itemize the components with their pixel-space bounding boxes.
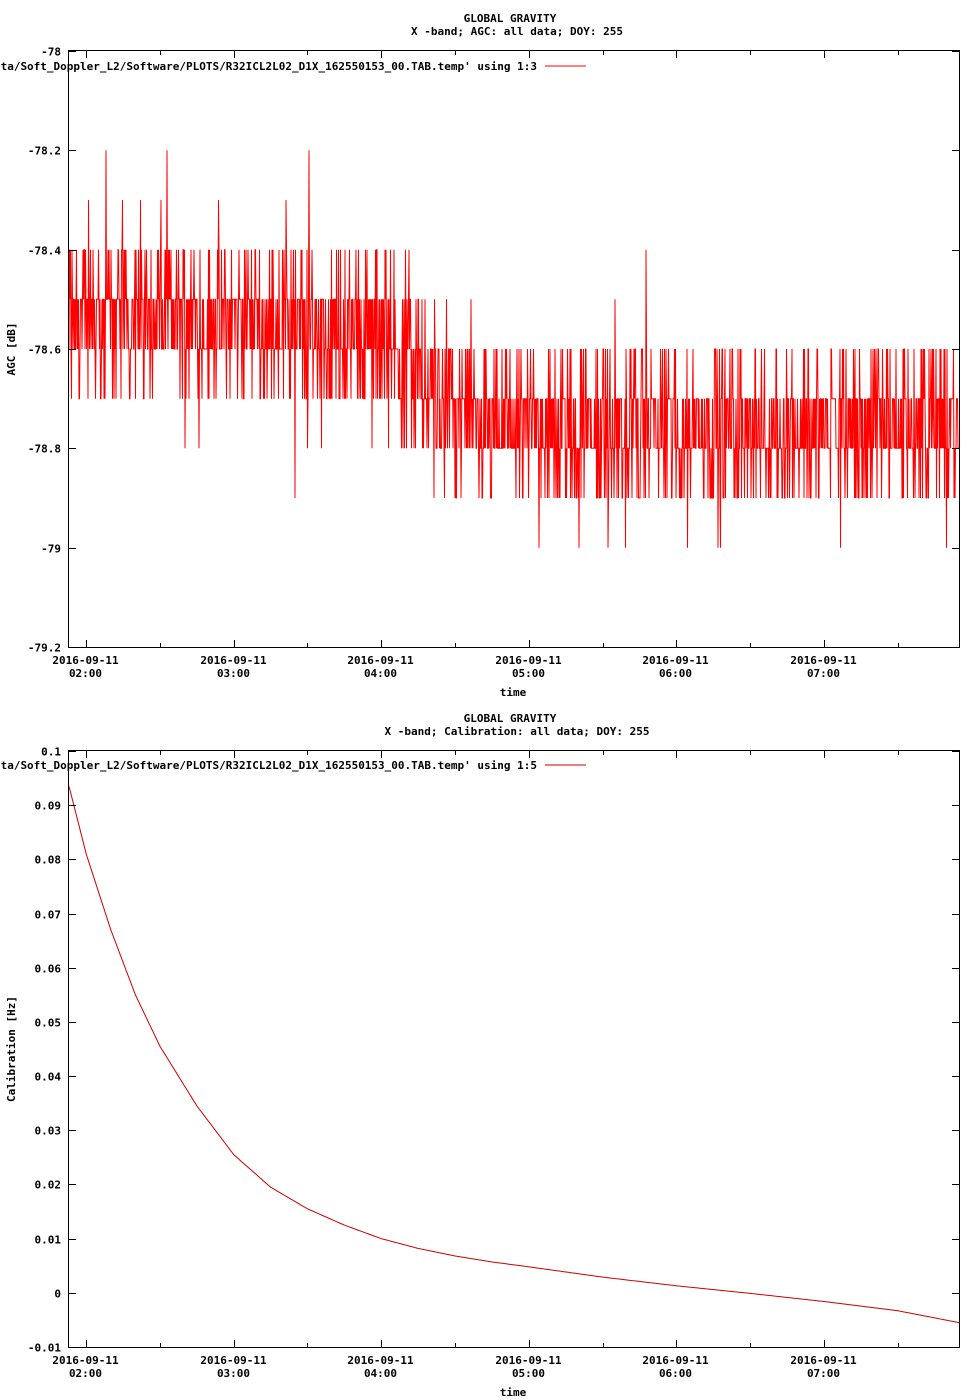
y-tick-label: 0.04 — [35, 1071, 62, 1084]
agc-chart: GLOBAL GRAVITY X -band; AGC: all data; D… — [0, 12, 960, 699]
x-tick-label-date: 2016-09-11 — [347, 1354, 414, 1367]
y-tick-label: -0.01 — [28, 1342, 61, 1355]
legend-label: 'Z:/ddswork/process_data/Soft_Doppler_L2… — [0, 60, 537, 73]
y-tick-label: 0.08 — [35, 854, 62, 867]
x-tick-label-date: 2016-09-11 — [347, 654, 414, 667]
y-tick-label: -78.4 — [28, 245, 61, 258]
x-tick-label-time: 07:00 — [807, 667, 840, 680]
x-tick-label-time: 04:00 — [364, 667, 397, 680]
x-tick-label-time: 03:00 — [217, 667, 250, 680]
y-tick-label: -78.6 — [28, 344, 61, 357]
x-axis-label: time — [500, 1386, 527, 1399]
y-axis-label: Calibration [Hz] — [5, 996, 18, 1102]
y-tick-label: -78.8 — [28, 443, 61, 456]
x-tick-label-time: 05:00 — [512, 667, 545, 680]
x-tick-label-date: 2016-09-11 — [52, 1354, 119, 1367]
x-ticks: 2016-09-1102:002016-09-1103:002016-09-11… — [52, 51, 899, 680]
x-tick-label-date: 2016-09-11 — [495, 1354, 562, 1367]
x-tick-label-time: 07:00 — [807, 1367, 840, 1380]
x-tick-label-date: 2016-09-11 — [200, 1354, 267, 1367]
y-tick-label: 0.07 — [35, 909, 62, 922]
chart-subtitle: X -band; Calibration: all data; DOY: 255 — [385, 725, 650, 738]
plot-frame — [68, 750, 960, 1348]
x-tick-label-date: 2016-09-11 — [790, 654, 857, 667]
legend-label: 'Z:/ddswork/process_data/Soft_Doppler_L2… — [0, 759, 537, 772]
y-tick-label: 0.03 — [35, 1125, 62, 1138]
series-line — [68, 786, 960, 1324]
series-group — [68, 786, 960, 1324]
plot-frame — [68, 50, 960, 648]
y-tick-label: 0.06 — [35, 963, 62, 976]
y-tick-label: -79.2 — [28, 642, 61, 655]
x-tick-label-time: 04:00 — [364, 1367, 397, 1380]
x-tick-label-time: 05:00 — [512, 1367, 545, 1380]
y-tick-label: 0 — [54, 1288, 61, 1301]
x-tick-label-date: 2016-09-11 — [200, 654, 267, 667]
x-tick-label-date: 2016-09-11 — [790, 1354, 857, 1367]
x-tick-label-time: 06:00 — [659, 667, 692, 680]
y-tick-label: 0.09 — [35, 800, 62, 813]
x-tick-label-time: 02:00 — [69, 667, 102, 680]
y-tick-label: 0.05 — [35, 1017, 62, 1030]
x-tick-label-time: 02:00 — [69, 1367, 102, 1380]
y-tick-label: 0.01 — [35, 1234, 62, 1247]
x-tick-label-time: 06:00 — [659, 1367, 692, 1380]
x-ticks: 2016-09-1102:002016-09-1103:002016-09-11… — [52, 751, 899, 1380]
y-tick-label: -78.2 — [28, 145, 61, 158]
y-ticks: 0.1 0.09 0.08 0.07 0.06 0.05 0.04 0.03 0.02 0.01 0… — [28, 746, 959, 1355]
x-tick-label-date: 2016-09-11 — [495, 654, 562, 667]
x-axis-label: time — [500, 686, 527, 699]
x-tick-label-date: 2016-09-11 — [52, 654, 119, 667]
series-line — [68, 150, 959, 548]
y-tick-label: -78 — [41, 46, 61, 59]
y-tick-label: 0.1 — [41, 746, 61, 759]
y-tick-label: 0.02 — [35, 1179, 62, 1192]
chart-title: GLOBAL GRAVITY — [464, 12, 557, 25]
y-tick-label: -79 — [41, 543, 61, 556]
x-tick-label-time: 03:00 — [217, 1367, 250, 1380]
chart-title: GLOBAL GRAVITY — [464, 712, 557, 725]
x-tick-label-date: 2016-09-11 — [642, 654, 709, 667]
chart-subtitle: X -band; AGC: all data; DOY: 255 — [411, 25, 623, 38]
calibration-chart: GLOBAL GRAVITY X -band; Calibration: all… — [0, 712, 960, 1399]
y-ticks: -78 -78.2 -78.4 -78.6 -78.8 -79 -79.2 — [28, 46, 959, 655]
y-axis-label: AGC [dB] — [5, 323, 18, 376]
x-tick-label-date: 2016-09-11 — [642, 1354, 709, 1367]
series-group — [68, 150, 959, 548]
